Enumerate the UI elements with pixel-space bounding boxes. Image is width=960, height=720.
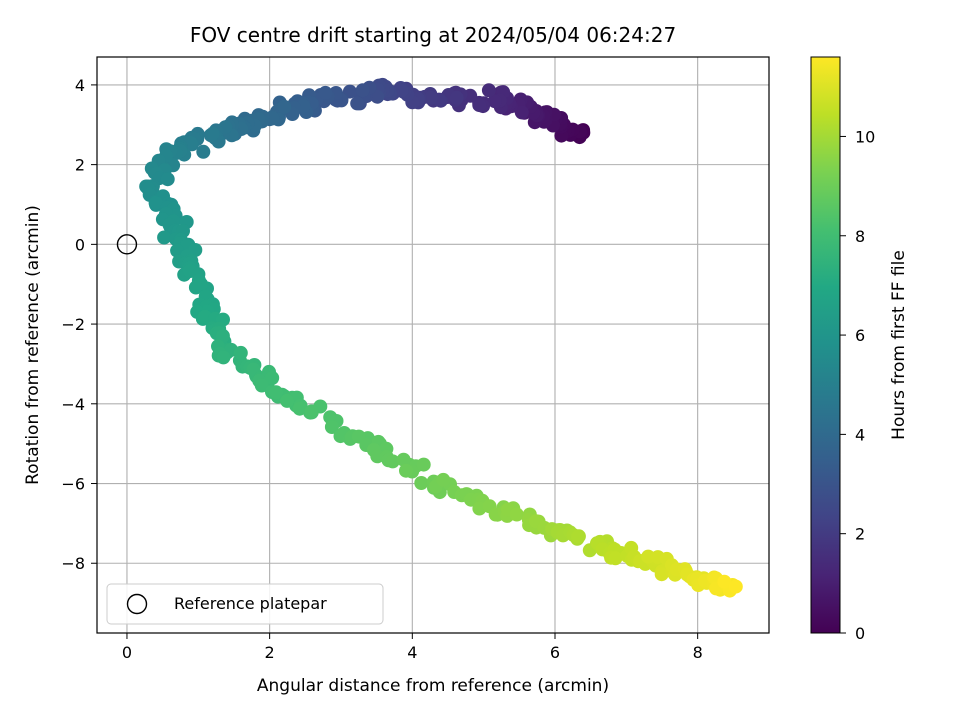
data-point bbox=[280, 393, 295, 408]
data-point bbox=[216, 350, 231, 365]
plot-frame bbox=[96, 56, 770, 634]
legend-marker bbox=[126, 593, 148, 615]
data-point bbox=[396, 452, 411, 467]
colorbar-tick-label: 2 bbox=[855, 525, 865, 544]
y-tick-label: 2 bbox=[75, 156, 85, 175]
data-point bbox=[370, 89, 385, 104]
data-point bbox=[399, 463, 413, 478]
data-point bbox=[324, 420, 339, 434]
colorbar-tick-label: 10 bbox=[855, 127, 875, 146]
data-point bbox=[472, 98, 487, 113]
y-tick-label: −6 bbox=[61, 475, 85, 494]
chart-title: FOV centre drift starting at 2024/05/04 … bbox=[190, 23, 676, 47]
data-point bbox=[608, 551, 623, 566]
data-point bbox=[160, 172, 175, 187]
data-point bbox=[148, 196, 163, 210]
data-point bbox=[728, 579, 743, 594]
legend-entry: Reference platepar bbox=[174, 594, 327, 613]
y-tick-label: −8 bbox=[61, 554, 85, 573]
y-axis-label: Rotation from reference (arcmin) bbox=[23, 205, 43, 485]
data-point bbox=[414, 476, 429, 490]
colorbar-tick-label: 8 bbox=[855, 227, 865, 246]
data-point bbox=[157, 230, 172, 245]
data-point bbox=[654, 567, 669, 582]
data-point bbox=[481, 83, 496, 98]
x-tick-label: 0 bbox=[122, 643, 132, 662]
data-point bbox=[416, 457, 431, 472]
x-tick-label: 4 bbox=[407, 643, 417, 662]
data-point bbox=[233, 345, 248, 360]
data-point bbox=[487, 94, 502, 109]
x-axis-ticks: 0 2 4 6 8 bbox=[122, 633, 703, 662]
y-tick-label: −2 bbox=[61, 315, 85, 334]
colorbar-tick-label: 0 bbox=[855, 624, 865, 643]
x-axis-label: Angular distance from reference (arcmin) bbox=[257, 676, 609, 696]
data-point bbox=[196, 144, 211, 159]
y-tick-label: 4 bbox=[75, 76, 85, 95]
data-point bbox=[269, 385, 283, 400]
x-tick-label: 8 bbox=[693, 643, 703, 662]
legend-box bbox=[106, 583, 384, 625]
legend: Reference platepar bbox=[106, 583, 384, 625]
data-point bbox=[717, 574, 732, 589]
data-point bbox=[350, 96, 365, 111]
x-tick-label: 2 bbox=[265, 643, 275, 662]
y-tick-label: −4 bbox=[61, 395, 85, 414]
data-point bbox=[277, 99, 292, 114]
data-point bbox=[509, 507, 524, 522]
colorbar-ticks: 0 2 4 6 8 10 bbox=[840, 127, 875, 643]
data-point bbox=[318, 85, 333, 100]
colorbar-gradient bbox=[810, 56, 841, 634]
data-point bbox=[188, 280, 203, 295]
data-point bbox=[254, 378, 269, 393]
data-point bbox=[355, 83, 370, 98]
colorbar-label: Hours from first FF file bbox=[889, 250, 909, 440]
x-tick-label: 6 bbox=[550, 643, 560, 662]
data-point bbox=[304, 404, 319, 419]
colorbar-tick-label: 6 bbox=[855, 326, 865, 345]
data-point bbox=[423, 90, 438, 105]
data-point bbox=[514, 105, 529, 120]
data-point bbox=[265, 371, 280, 385]
data-point bbox=[449, 90, 464, 105]
data-point bbox=[385, 454, 400, 469]
colorbar: 0 2 4 6 8 10 Hours from first FF file bbox=[810, 56, 909, 643]
reference-marker bbox=[116, 234, 138, 255]
data-point bbox=[292, 401, 307, 416]
grid bbox=[97, 57, 769, 633]
colorbar-tick-label: 4 bbox=[855, 425, 865, 444]
y-axis-ticks: −8 −6 −4 −2 0 2 4 bbox=[61, 76, 97, 573]
data-point bbox=[571, 529, 586, 544]
data-point bbox=[205, 126, 220, 141]
scatter-points bbox=[139, 77, 743, 598]
data-point bbox=[436, 472, 451, 487]
y-tick-label: 0 bbox=[75, 235, 85, 254]
